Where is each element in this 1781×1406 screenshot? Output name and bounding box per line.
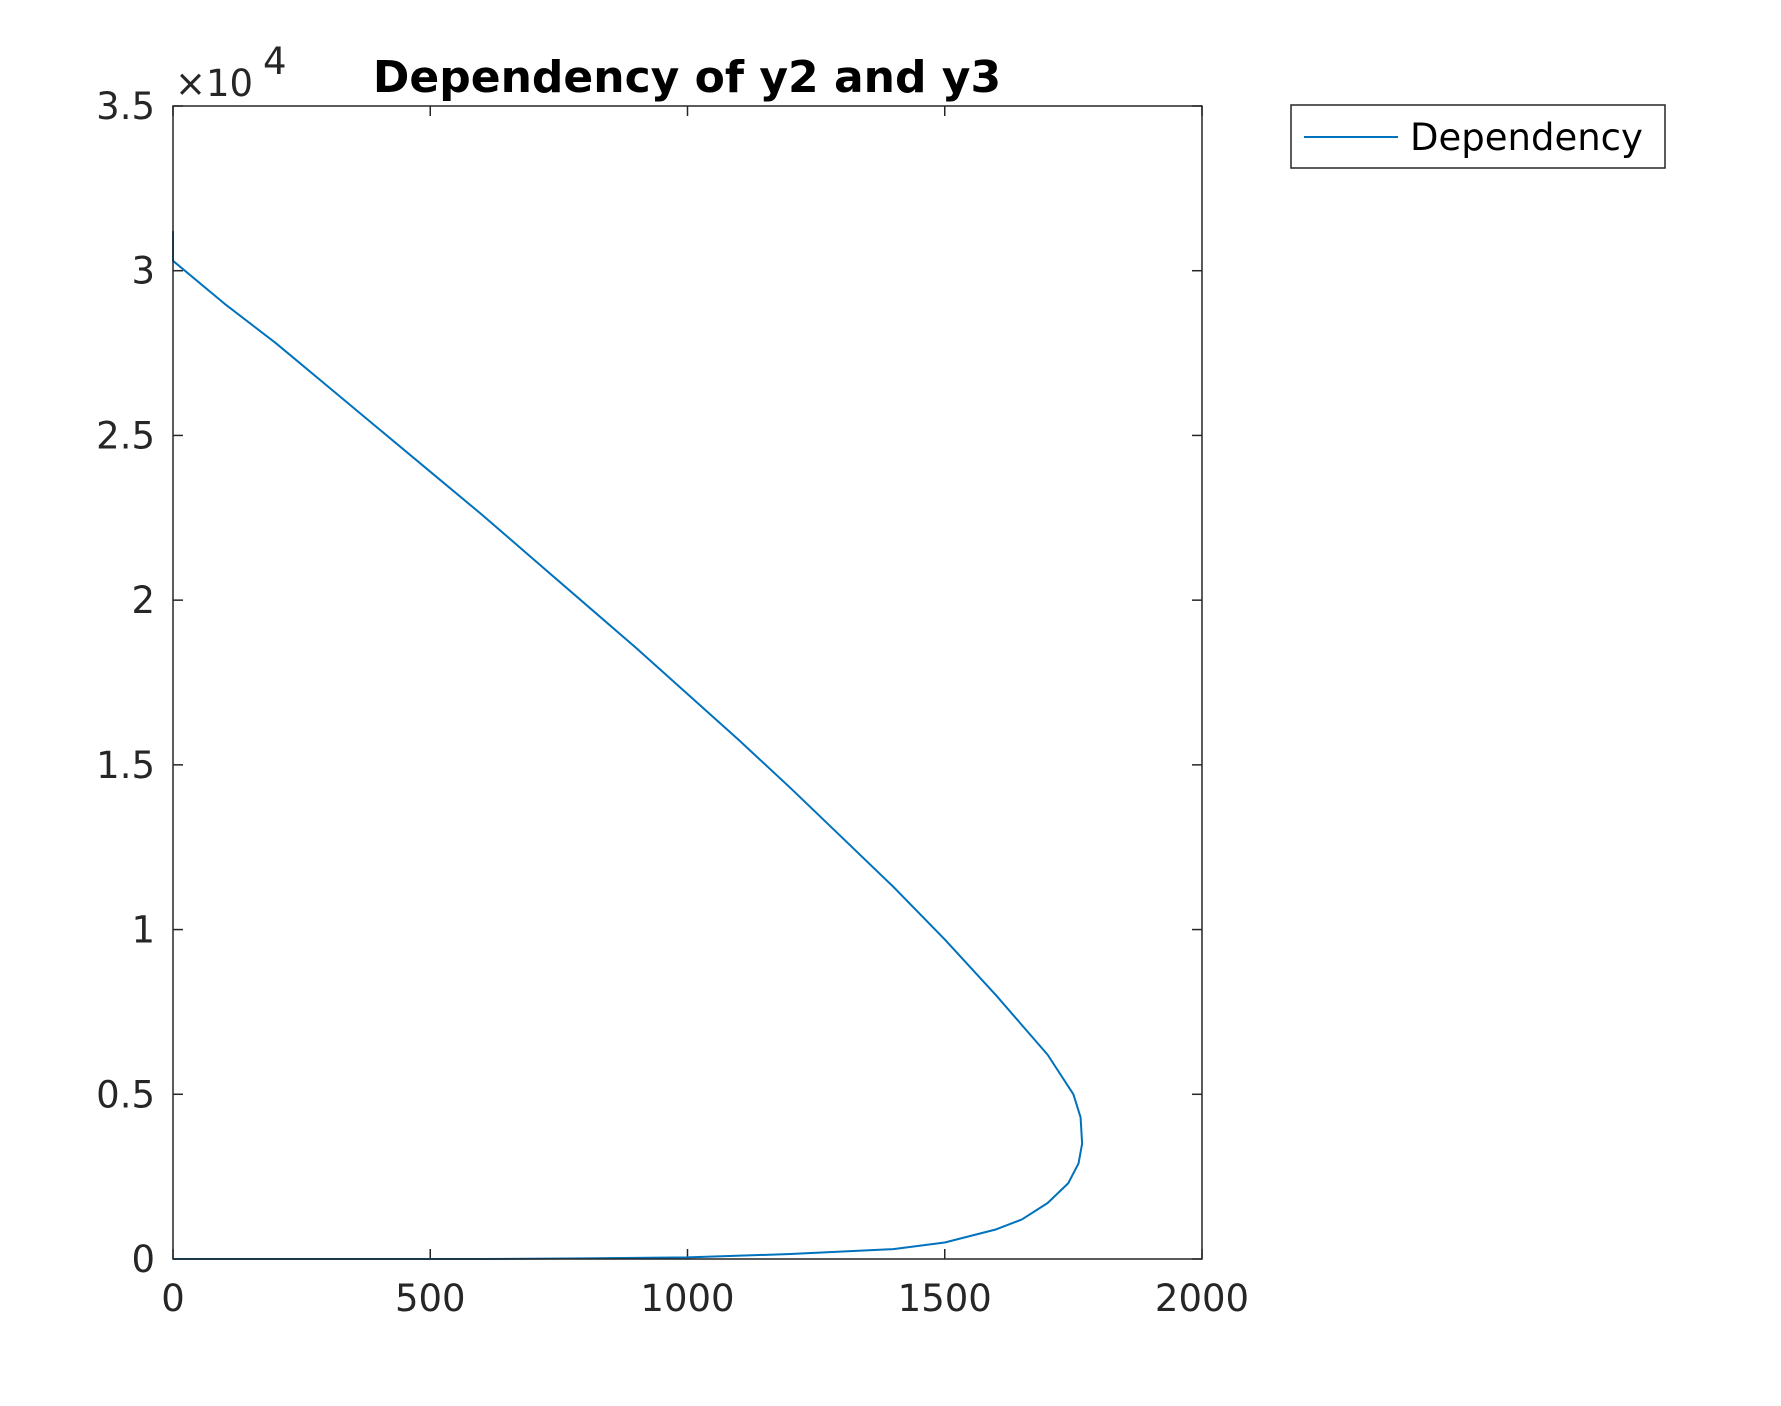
x-tick-label: 500 xyxy=(395,1277,466,1320)
x-tick-label: 0 xyxy=(161,1277,185,1320)
axes-frame xyxy=(172,105,1203,1260)
y-tick-label: 2 xyxy=(131,579,155,622)
x-tick-label: 1000 xyxy=(640,1277,734,1320)
labels-layer: 0 500 1000 1500 2000 0 0.5 1 1.5 2 2.5 3 3.5 xyxy=(96,85,1249,1320)
series-line-0 xyxy=(172,231,1084,1260)
series-layer xyxy=(172,231,1084,1260)
plot-area xyxy=(173,106,1202,1259)
y-multiplier-base: ×10 xyxy=(175,62,253,105)
y-tick-label: 3 xyxy=(131,250,155,293)
chart-title: Dependency of y2 and y3 xyxy=(373,52,1001,103)
x-tick-label: 2000 xyxy=(1155,1277,1249,1320)
y-tick-label: 0 xyxy=(131,1238,155,1281)
x-tick-label: 1500 xyxy=(898,1277,992,1320)
y-tick-label: 1.5 xyxy=(96,744,155,787)
y-multiplier-exponent: 4 xyxy=(263,40,287,83)
y-tick-label: 1 xyxy=(131,909,155,952)
y-tick-label: 3.5 xyxy=(96,85,155,128)
y-tick-label: 2.5 xyxy=(96,414,155,457)
y-tick-label: 0.5 xyxy=(96,1073,155,1116)
legend: Dependency xyxy=(1290,104,1666,169)
legend-label: Dependency xyxy=(1410,116,1643,159)
